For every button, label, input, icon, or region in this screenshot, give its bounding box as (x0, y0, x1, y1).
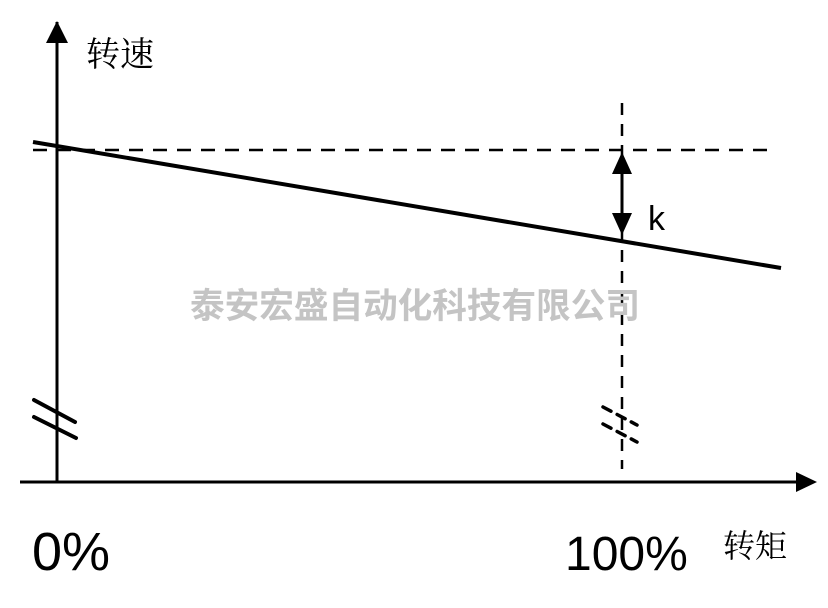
svg-text:0%: 0% (32, 522, 110, 582)
svg-text:k: k (648, 200, 666, 238)
svg-text:泰安宏盛自动化科技有限公司: 泰安宏盛自动化科技有限公司 (190, 278, 640, 329)
svg-text:转速: 转速 (86, 27, 154, 76)
svg-text:100%: 100% (565, 528, 688, 581)
svg-text:转矩: 转矩 (723, 521, 787, 567)
